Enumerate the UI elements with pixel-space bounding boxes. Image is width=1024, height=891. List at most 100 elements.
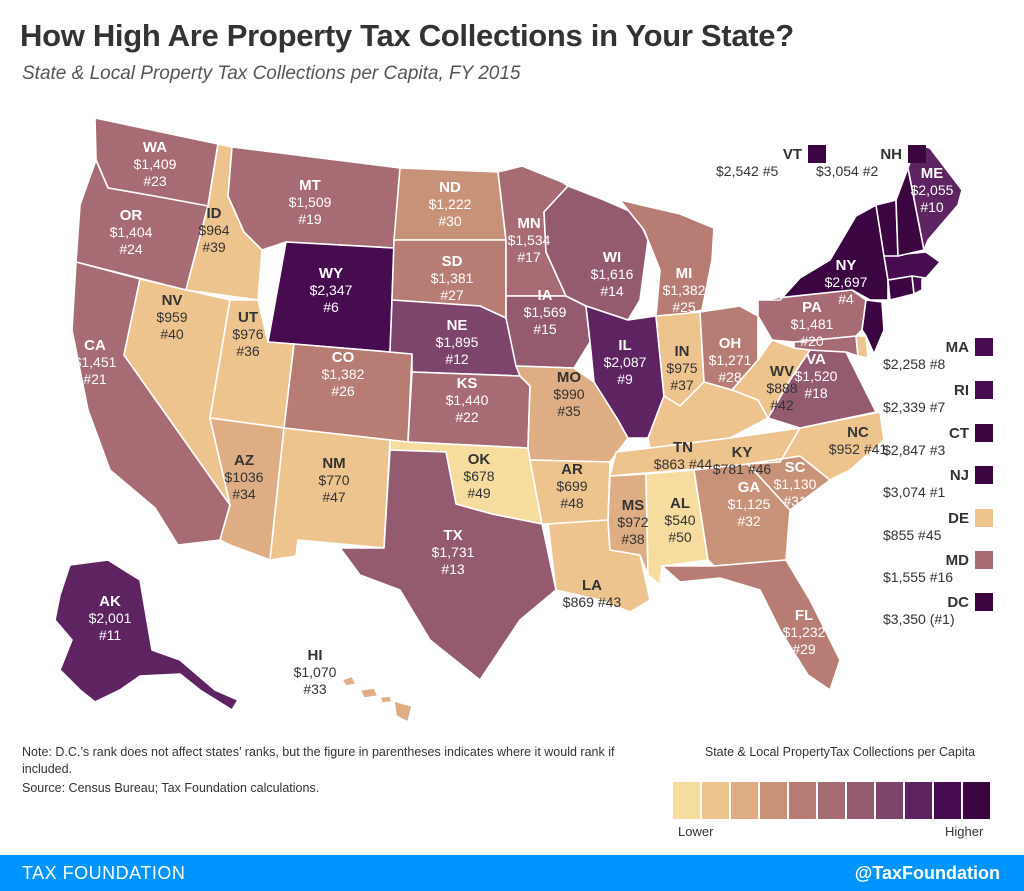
- state-rank: #4: [838, 291, 854, 307]
- state-rank: #9: [617, 371, 633, 387]
- state-value: $2,347: [310, 282, 353, 298]
- legend-swatch: [847, 782, 874, 819]
- state-rank: #33: [303, 681, 327, 697]
- legend-swatch: [673, 782, 700, 819]
- footer-brand: TAX FOUNDATION: [22, 863, 186, 883]
- side-label-ct: CT $2,847 #3: [883, 424, 993, 458]
- state-value: $1,271: [709, 352, 752, 368]
- state-label-az: AZ$1036#34: [225, 452, 264, 502]
- state-rank: #36: [236, 343, 260, 359]
- state-value: $1036: [225, 469, 264, 485]
- swatch-nj: [975, 466, 993, 484]
- state-nj[interactable]: [861, 299, 885, 355]
- state-label-mn: MN$1,534#17: [508, 215, 551, 265]
- map-subtitle: State & Local Property Tax Collections p…: [22, 63, 521, 84]
- state-rank: #35: [557, 403, 581, 419]
- state-value: $1,509: [289, 194, 332, 210]
- side-abbr-de: DE: [948, 509, 969, 527]
- state-fl[interactable]: [661, 559, 841, 691]
- state-abbr: GA: [738, 479, 761, 496]
- state-value: $972: [617, 514, 648, 530]
- state-label-ar: AR$699#48: [556, 461, 587, 511]
- state-rank: #34: [232, 486, 256, 502]
- state-value: $1,481: [791, 316, 834, 332]
- source-text: Source: Census Bureau; Tax Foundation ca…: [22, 781, 320, 795]
- state-rank: #29: [792, 641, 816, 657]
- state-label-wv: WV$888#42: [766, 363, 797, 413]
- state-rank: #17: [517, 249, 541, 265]
- state-rank: #50: [668, 529, 692, 545]
- state-abbr: AL: [670, 495, 690, 512]
- state-value: $770: [318, 472, 349, 488]
- state-abbr: IN: [675, 343, 690, 360]
- legend-color-scale: [673, 782, 992, 819]
- state-value: $540: [664, 512, 695, 528]
- state-value: $2,055: [911, 182, 954, 198]
- state-label-sd: SD$1,381#27: [431, 253, 474, 303]
- state-label-tn: TN$863 #44: [654, 439, 713, 472]
- state-value-rank: $781 #46: [713, 461, 772, 477]
- state-label-id: ID$964#39: [198, 205, 229, 255]
- state-abbr: NY: [836, 257, 857, 274]
- state-value: $1,440: [446, 392, 489, 408]
- state-value: $1,382: [663, 282, 706, 298]
- state-tx[interactable]: [339, 449, 557, 681]
- side-label-ri: RI $2,339 #7: [883, 381, 993, 415]
- state-label-va: VA$1,520#18: [795, 351, 838, 401]
- state-abbr: AZ: [234, 452, 254, 469]
- side-value-dc: $3,350 (#1): [883, 611, 955, 627]
- state-rank: #30: [438, 213, 462, 229]
- state-label-ia: IA$1,569#15: [524, 287, 567, 337]
- state-rank: #6: [323, 299, 339, 315]
- side-abbr-ri: RI: [954, 381, 969, 399]
- side-abbr-dc: DC: [947, 593, 969, 611]
- state-hi[interactable]: [341, 675, 413, 723]
- state-abbr: IA: [538, 287, 553, 304]
- state-value: $888: [766, 380, 797, 396]
- state-abbr: MI: [676, 265, 693, 282]
- state-value: $1,070: [294, 664, 337, 680]
- state-abbr: MN: [517, 215, 540, 232]
- state-rank: #39: [202, 239, 226, 255]
- state-rank: #26: [331, 383, 355, 399]
- state-rank: #37: [670, 377, 694, 393]
- state-rank: #18: [804, 385, 828, 401]
- state-rank: #14: [600, 283, 624, 299]
- swatch-ma: [975, 338, 993, 356]
- state-rank: #25: [672, 299, 696, 315]
- state-value: $1,404: [110, 224, 153, 240]
- swatch-nh: [908, 145, 926, 163]
- state-value: $1,520: [795, 368, 838, 384]
- state-rank: #49: [467, 485, 491, 501]
- state-ak[interactable]: [54, 559, 239, 711]
- state-abbr: OH: [719, 335, 742, 352]
- state-de[interactable]: [855, 335, 869, 359]
- state-il[interactable]: [585, 305, 665, 439]
- state-value-rank: $863 #44: [654, 456, 713, 472]
- footer-bar: TAX FOUNDATION @TaxFoundation: [0, 855, 1024, 891]
- footer-handle[interactable]: @TaxFoundation: [854, 863, 1000, 883]
- state-ma[interactable]: [883, 251, 941, 281]
- side-abbr-md: MD: [945, 551, 969, 569]
- state-ri[interactable]: [911, 275, 923, 295]
- legend-lower-label: Lower: [678, 824, 714, 839]
- state-abbr: FL: [795, 607, 813, 624]
- state-label-nv: NV$959#40: [156, 292, 187, 342]
- state-value: $1,569: [524, 304, 567, 320]
- side-value-de: $855 #45: [883, 527, 942, 543]
- state-label-tx: TX$1,731#13: [432, 527, 475, 577]
- state-rank: #48: [560, 495, 584, 511]
- state-rank: #28: [718, 369, 742, 385]
- state-value: $2,697: [825, 274, 868, 290]
- legend-swatch: [934, 782, 961, 819]
- state-wv[interactable]: [731, 339, 811, 419]
- state-rank: #12: [445, 351, 469, 367]
- legend-swatch: [760, 782, 787, 819]
- state-abbr: CA: [84, 337, 106, 354]
- state-value-rank: $869 #43: [563, 594, 622, 610]
- state-value-rank: $952 #41: [829, 441, 888, 457]
- state-ny[interactable]: [757, 204, 889, 301]
- state-label-ks: KS$1,440#22: [446, 375, 489, 425]
- state-abbr: LA: [582, 577, 602, 594]
- state-label-fl: FL$1,232#29: [783, 607, 826, 657]
